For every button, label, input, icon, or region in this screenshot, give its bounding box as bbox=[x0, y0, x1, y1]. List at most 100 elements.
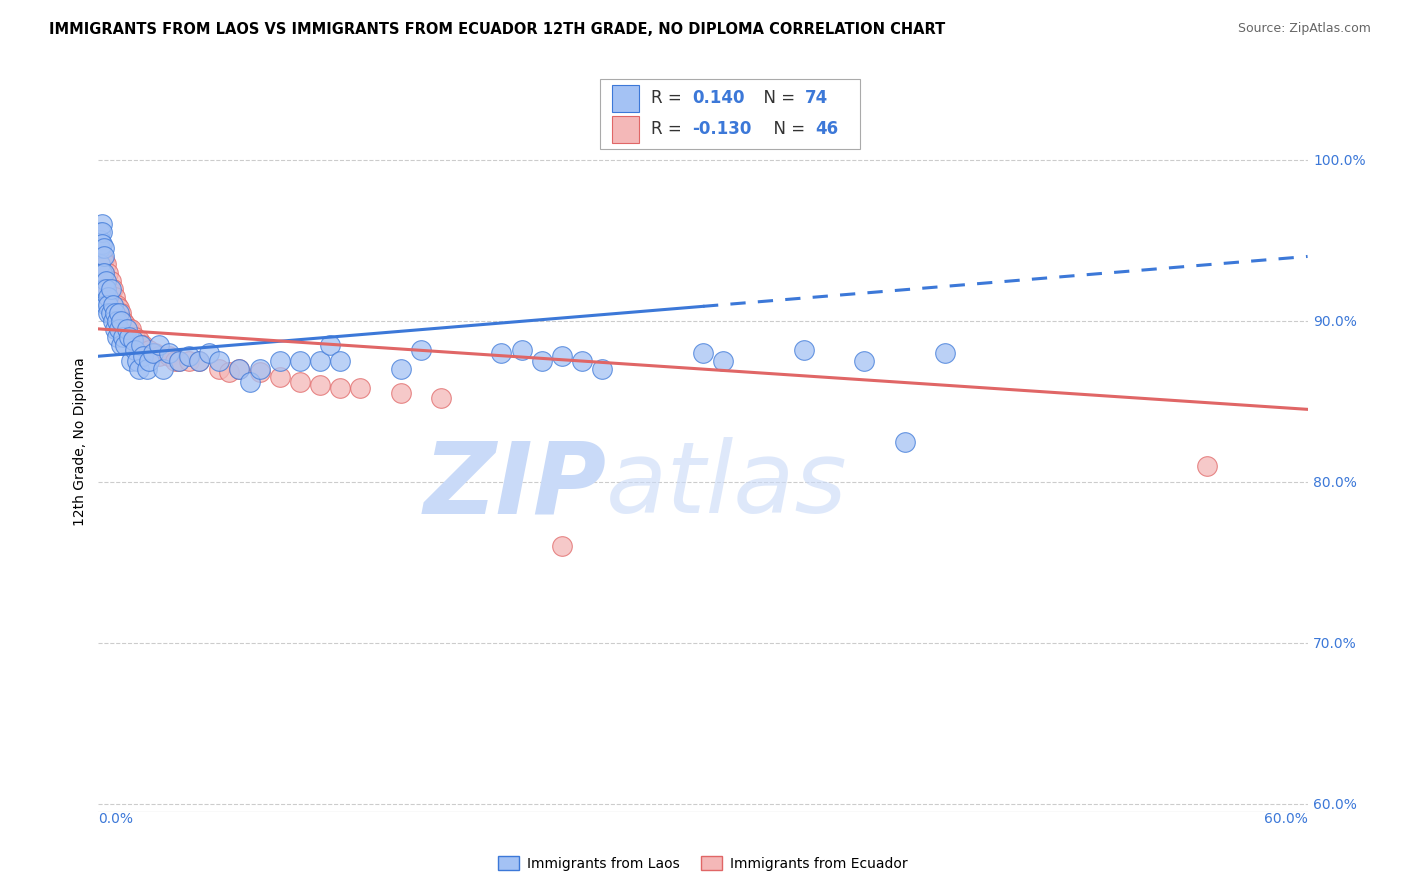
Point bbox=[93, 252, 115, 267]
Point bbox=[91, 266, 114, 280]
Point bbox=[103, 290, 125, 304]
Point bbox=[591, 362, 613, 376]
Point bbox=[121, 333, 143, 347]
Text: R =: R = bbox=[651, 89, 688, 107]
Point bbox=[115, 322, 138, 336]
Point bbox=[128, 333, 150, 347]
Point bbox=[96, 274, 118, 288]
Point bbox=[91, 225, 114, 239]
Point bbox=[107, 322, 129, 336]
Point bbox=[430, 391, 453, 405]
Point bbox=[530, 354, 553, 368]
Point bbox=[198, 346, 221, 360]
Point bbox=[152, 362, 174, 376]
Text: IMMIGRANTS FROM LAOS VS IMMIGRANTS FROM ECUADOR 12TH GRADE, NO DIPLOMA CORRELATI: IMMIGRANTS FROM LAOS VS IMMIGRANTS FROM … bbox=[49, 22, 945, 37]
Point bbox=[124, 330, 146, 344]
Point bbox=[288, 354, 311, 368]
Point bbox=[692, 346, 714, 360]
Text: 74: 74 bbox=[804, 89, 828, 107]
Point bbox=[163, 354, 186, 368]
Text: 0.140: 0.140 bbox=[692, 89, 745, 107]
Point bbox=[409, 343, 432, 357]
FancyBboxPatch shape bbox=[600, 78, 860, 149]
Point bbox=[89, 258, 111, 272]
Point bbox=[97, 298, 120, 312]
Point bbox=[107, 306, 129, 320]
Point bbox=[551, 539, 574, 553]
Point bbox=[110, 338, 132, 352]
Point bbox=[105, 298, 128, 312]
Point bbox=[179, 349, 201, 363]
Point bbox=[101, 298, 124, 312]
Point bbox=[91, 250, 114, 264]
Point bbox=[329, 381, 352, 395]
Point bbox=[97, 290, 120, 304]
Point bbox=[110, 306, 132, 320]
Point bbox=[157, 346, 180, 360]
Point bbox=[93, 266, 115, 280]
Point bbox=[148, 349, 170, 363]
Point bbox=[100, 306, 122, 320]
Text: ZIP: ZIP bbox=[423, 437, 606, 534]
Point bbox=[118, 322, 141, 336]
Point bbox=[89, 225, 111, 239]
Point bbox=[138, 354, 160, 368]
Point bbox=[157, 349, 180, 363]
Point bbox=[138, 343, 160, 357]
Point bbox=[329, 354, 352, 368]
Point bbox=[107, 301, 129, 315]
Point bbox=[96, 282, 118, 296]
Y-axis label: 12th Grade, No Diploma: 12th Grade, No Diploma bbox=[73, 357, 87, 526]
Point bbox=[249, 365, 271, 379]
Point bbox=[309, 354, 332, 368]
Point bbox=[101, 314, 124, 328]
Point bbox=[91, 217, 114, 231]
Text: R =: R = bbox=[651, 120, 688, 138]
Point bbox=[103, 322, 125, 336]
Point bbox=[853, 354, 876, 368]
Point bbox=[118, 330, 141, 344]
Point bbox=[125, 354, 148, 368]
Point bbox=[249, 362, 271, 376]
Point bbox=[143, 346, 166, 360]
Point bbox=[96, 258, 118, 272]
Point bbox=[97, 306, 120, 320]
Point bbox=[711, 354, 734, 368]
Point bbox=[89, 241, 111, 255]
Point bbox=[110, 314, 132, 328]
Point bbox=[96, 298, 118, 312]
Point bbox=[93, 241, 115, 255]
Point bbox=[120, 322, 142, 336]
Bar bbox=[613, 85, 638, 112]
Text: 46: 46 bbox=[815, 120, 838, 138]
Point bbox=[934, 346, 956, 360]
Bar bbox=[613, 116, 638, 143]
Point bbox=[135, 362, 157, 376]
Point bbox=[96, 274, 118, 288]
Point bbox=[132, 338, 155, 352]
Point bbox=[114, 338, 136, 352]
Point bbox=[129, 338, 152, 352]
Point bbox=[120, 354, 142, 368]
Point bbox=[228, 362, 250, 376]
Point bbox=[93, 250, 115, 264]
Text: Source: ZipAtlas.com: Source: ZipAtlas.com bbox=[1237, 22, 1371, 36]
Point bbox=[114, 317, 136, 331]
Point bbox=[208, 354, 231, 368]
Text: N =: N = bbox=[763, 120, 811, 138]
Point bbox=[167, 354, 190, 368]
Point bbox=[179, 354, 201, 368]
Point bbox=[89, 233, 111, 247]
Point bbox=[100, 285, 122, 299]
Point bbox=[491, 346, 513, 360]
Point bbox=[319, 338, 342, 352]
Point bbox=[100, 282, 122, 296]
Point bbox=[91, 236, 114, 251]
Point bbox=[309, 378, 332, 392]
Point bbox=[349, 381, 371, 395]
Text: -0.130: -0.130 bbox=[692, 120, 751, 138]
Point bbox=[288, 375, 311, 389]
Point bbox=[93, 282, 115, 296]
Point bbox=[148, 338, 170, 352]
Point bbox=[228, 362, 250, 376]
